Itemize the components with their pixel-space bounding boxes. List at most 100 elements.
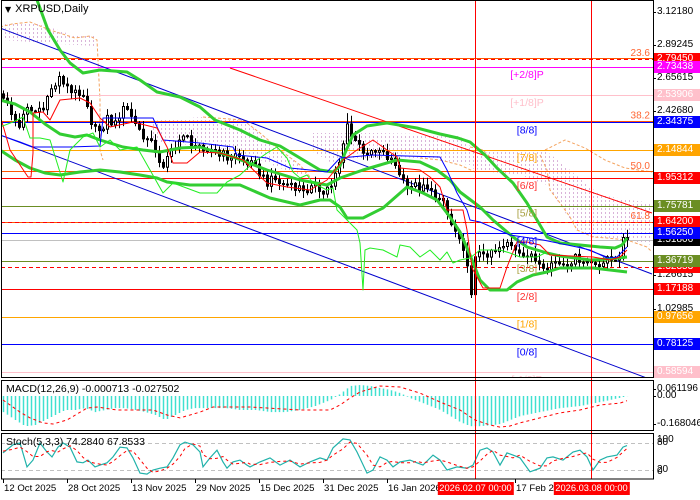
candle [38, 101, 41, 119]
blue-moving-average-line [1, 117, 628, 259]
candle [430, 181, 433, 197]
time-axis-label: 29 Nov 2025 [196, 483, 251, 494]
candle [494, 244, 497, 254]
stochastic-scale-label: 80 [657, 437, 669, 448]
stochastic-scale-label: 20 [657, 464, 669, 475]
murrey-level-label: [+2/8]P [510, 69, 544, 81]
candle [74, 85, 77, 101]
red-trend-line[interactable] [229, 67, 653, 214]
candle [130, 102, 133, 123]
candle [562, 256, 565, 269]
price-tick-mark [653, 78, 656, 79]
time-tick-mark [323, 479, 324, 483]
time-axis-label: 28 Oct 2025 [68, 483, 121, 494]
candle [150, 130, 153, 143]
murrey-level-label: [4/8] [517, 235, 538, 247]
candle [482, 243, 485, 261]
murrey-level-label: [0/8] [517, 346, 538, 358]
price-tick-label: 2.65615 [657, 72, 694, 83]
candle [518, 244, 521, 257]
fibo-level-label: 50.0 [631, 161, 651, 172]
macd-panel-border [1, 380, 654, 431]
candle [382, 145, 385, 156]
fibo-level-label: 23.6 [631, 48, 651, 59]
main-price-chart[interactable]: [+2/8]P [+1/8]P [8/8] [7/8] [6/8] [5/8] [4/8] [… [0, 0, 653, 386]
candle [486, 249, 489, 265]
murrey-level-label: [6/8] [517, 180, 538, 192]
ichimoku-cloud [1, 21, 653, 253]
triangle-down-icon[interactable]: ▼ [5, 4, 12, 14]
candle [94, 121, 97, 133]
symbol-title[interactable]: ▼ XRPUSD,Daily [5, 3, 89, 15]
macd-scale-label: -0.168046 [657, 418, 700, 429]
candle [118, 112, 121, 129]
channel-lower-line[interactable] [0, 134, 652, 380]
candle [50, 84, 53, 98]
price-level-tag: 2.53906 [654, 89, 700, 101]
time-axis-label: 13 Nov 2025 [132, 483, 187, 494]
candle [502, 238, 505, 253]
murrey-level-label: [1/8] [517, 319, 538, 331]
candle [278, 173, 281, 190]
candle [102, 126, 105, 133]
macd-tick-mark [653, 396, 656, 397]
time-tick-mark [3, 479, 4, 483]
candle [66, 77, 69, 94]
candle [158, 145, 161, 168]
candle [82, 89, 85, 98]
time-axis-label: 15 Dec 2025 [260, 483, 315, 494]
candle [42, 102, 45, 112]
price-level-tag: 1.17188 [654, 283, 700, 295]
fibo-level-label: 38.2 [631, 110, 651, 121]
fibo-level-label: 61.8 [631, 211, 651, 222]
candle [262, 169, 265, 179]
time-tick-mark [131, 479, 132, 483]
candle [542, 259, 545, 272]
candle [14, 111, 17, 127]
cloud-edge-line [202, 116, 311, 178]
stochastic-indicator-panel[interactable] [1, 438, 653, 475]
vertical-marker-lines[interactable] [475, 0, 592, 479]
murrey-level-label: [8/8] [517, 125, 538, 137]
candle [126, 103, 129, 111]
price-tick-label: 1.02985 [657, 303, 694, 314]
candle [378, 147, 381, 160]
lagging-span-line [1, 116, 548, 291]
main-panel-border [1, 0, 654, 378]
candle [54, 82, 57, 92]
bollinger-upper-band [35, 0, 629, 250]
candle [522, 247, 525, 259]
macd-indicator-panel[interactable] [2, 385, 629, 428]
candle [574, 253, 577, 268]
candle [162, 159, 165, 169]
candle [426, 177, 429, 193]
candle [46, 94, 49, 115]
vertical-marker-time-tag[interactable]: 2026.03.08 00:00 [553, 482, 630, 495]
macd-tick-mark [653, 389, 656, 390]
macd-histogram [2, 385, 629, 427]
candle [366, 147, 369, 161]
time-tick-mark [387, 479, 388, 483]
candle [286, 178, 289, 188]
candle [582, 260, 585, 268]
candle [490, 248, 493, 265]
candle [374, 149, 377, 158]
price-tick-mark [653, 309, 656, 310]
vertical-marker-time-tag[interactable]: 2026.02.07 00:00 [437, 482, 514, 495]
time-axis-label: 31 Dec 2025 [324, 483, 379, 494]
stochastic-scale-label: 100 [657, 434, 674, 445]
candle [274, 168, 277, 183]
murrey-level-label: [7/8] [517, 152, 538, 164]
time-axis-label: 17 Feb 2 [516, 483, 554, 494]
murrey-level-label: [-1/8]P [512, 374, 543, 386]
stochastic-label: Stoch(5,3,3) 74.2840 67.8533 [6, 436, 145, 448]
candle [58, 71, 61, 94]
candle [190, 129, 193, 154]
candle [186, 134, 189, 139]
price-level-tag: 2.73438 [654, 61, 700, 73]
candle [98, 123, 101, 139]
time-tick-mark [195, 479, 196, 483]
price-tick-mark [653, 45, 656, 46]
